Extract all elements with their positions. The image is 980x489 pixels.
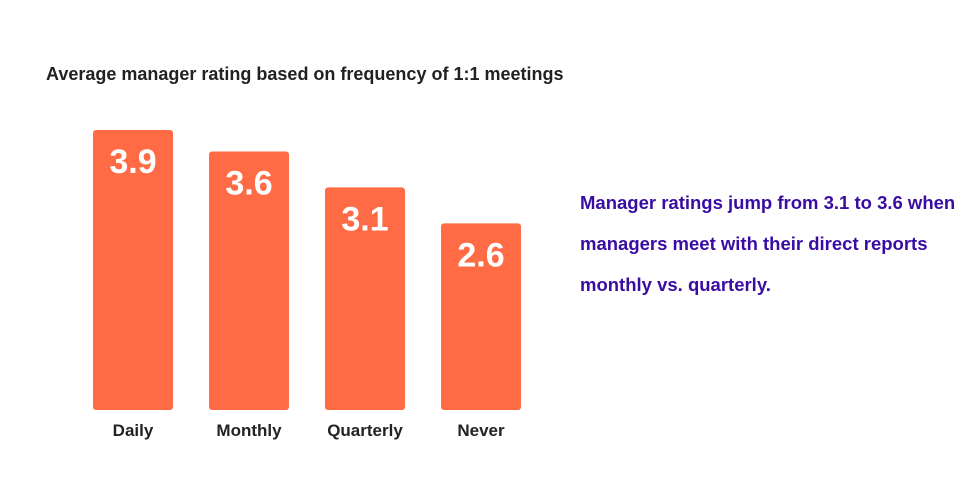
x-tick-label-quarterly: Quarterly (327, 421, 403, 440)
data-label-quarterly: 3.1 (341, 200, 388, 238)
bar-chart: 3.9 Daily 3.6 Monthly 3.1 Quarterly 2.6 Never (93, 130, 521, 440)
data-label-never: 2.6 (457, 236, 504, 274)
x-tick-label-monthly: Monthly (216, 421, 282, 440)
callout-text: Manager ratings jump from 3.1 to 3.6 whe… (580, 192, 956, 295)
bar-monthly (209, 151, 289, 410)
x-tick-label-never: Never (457, 421, 505, 440)
x-tick-label-daily: Daily (113, 421, 154, 440)
data-label-monthly: 3.6 (225, 165, 272, 203)
data-label-daily: 3.9 (109, 143, 156, 181)
bar-daily (93, 130, 173, 410)
bar-quarterly (325, 187, 405, 410)
bar-never (441, 223, 521, 410)
chart-title: Average manager rating based on frequenc… (46, 64, 564, 84)
